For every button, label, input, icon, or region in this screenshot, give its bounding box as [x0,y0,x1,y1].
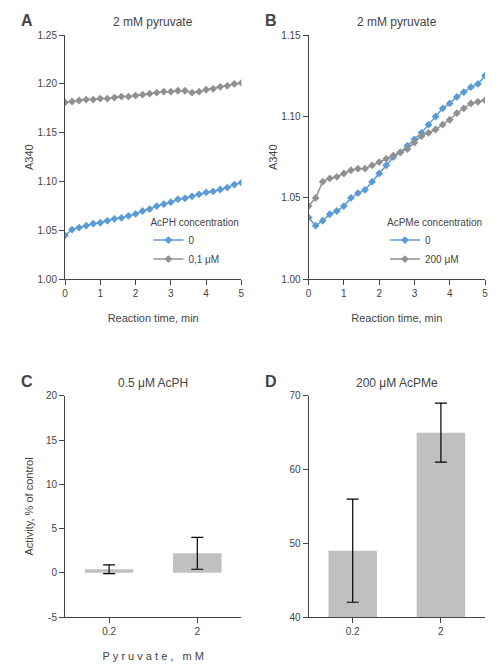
svg-text:1.10: 1.10 [38,176,58,187]
svg-text:1.05: 1.05 [38,225,58,236]
svg-text:4: 4 [447,288,453,299]
svg-text:5: 5 [239,288,245,299]
svg-text:1.00: 1.00 [281,274,301,285]
svg-text:Activity, % of control: Activity, % of control [23,457,35,555]
svg-text:2: 2 [438,626,444,637]
svg-text:60: 60 [289,464,301,475]
svg-text:0.2: 0.2 [346,626,360,637]
svg-text:AcPH concentration: AcPH concentration [150,217,238,228]
svg-text:Reaction time, min: Reaction time, min [108,312,199,324]
svg-text:50: 50 [289,538,301,549]
svg-text:P y r u v a t e , m M: P y r u v a t e , m M [102,650,203,662]
svg-text:C: C [21,373,33,390]
svg-text:200 μM AcPMe: 200 μM AcPMe [356,376,438,390]
svg-text:1.20: 1.20 [38,78,58,89]
svg-text:2 mM pyruvate: 2 mM pyruvate [357,15,437,29]
svg-text:2: 2 [195,626,201,637]
svg-text:40: 40 [289,612,301,623]
svg-text:0: 0 [425,235,431,246]
svg-text:A: A [21,12,33,29]
svg-text:1.15: 1.15 [281,30,301,41]
svg-text:10: 10 [46,479,58,490]
svg-text:200 μM: 200 μM [425,254,459,265]
svg-text:1.00: 1.00 [38,274,58,285]
svg-text:3: 3 [168,288,174,299]
svg-text:AcPMe concentration: AcPMe concentration [387,217,482,228]
svg-text:2: 2 [133,288,139,299]
svg-text:A340: A340 [23,144,35,170]
svg-text:15: 15 [46,435,58,446]
svg-text:0: 0 [306,288,312,299]
svg-text:0.5 μM AcPH: 0.5 μM AcPH [118,376,188,390]
svg-text:5: 5 [51,523,57,534]
svg-text:1.05: 1.05 [281,192,301,203]
svg-text:1.25: 1.25 [38,30,58,41]
svg-text:2 mM pyruvate: 2 mM pyruvate [113,15,193,29]
svg-text:1.10: 1.10 [281,111,301,122]
svg-text:5: 5 [482,288,488,299]
svg-text:20: 20 [46,390,58,401]
svg-text:B: B [265,12,277,29]
svg-text:2: 2 [376,288,382,299]
svg-text:0: 0 [62,288,68,299]
svg-text:1: 1 [97,288,103,299]
svg-text:D: D [265,373,277,390]
svg-text:A340: A340 [267,144,279,170]
svg-text:3: 3 [412,288,418,299]
svg-text:1.15: 1.15 [38,127,58,138]
svg-text:0: 0 [188,235,194,246]
svg-text:1: 1 [341,288,347,299]
svg-text:70: 70 [289,390,301,401]
svg-text:0,1 μM: 0,1 μM [188,254,219,265]
svg-text:-5: -5 [48,612,57,623]
svg-text:0: 0 [51,567,57,578]
svg-text:0.2: 0.2 [102,626,116,637]
svg-text:4: 4 [203,288,209,299]
svg-text:Reaction time, min: Reaction time, min [351,312,442,324]
